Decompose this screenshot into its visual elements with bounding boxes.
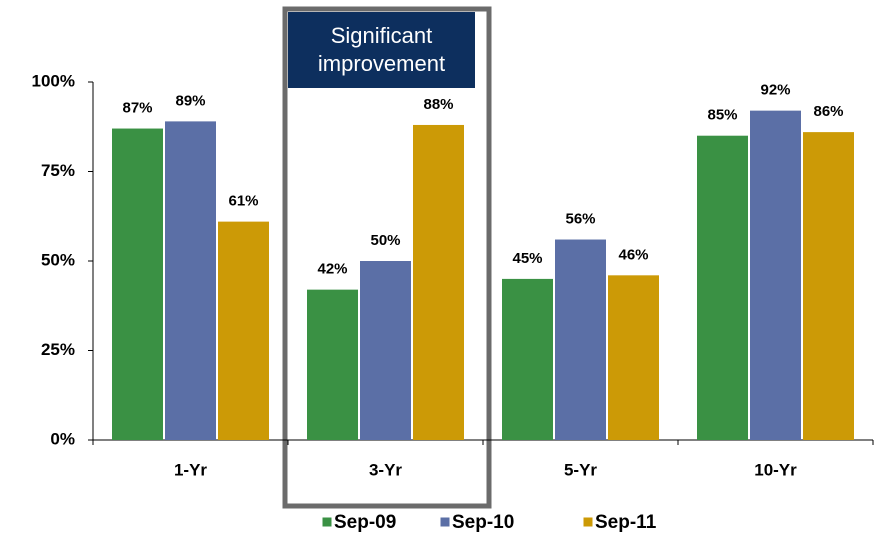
annotation-holder: Significant improvement [317, 23, 446, 76]
x-tick-label: 10-Yr [754, 460, 797, 479]
value-label: 88% [423, 96, 453, 113]
bar [502, 278, 553, 440]
value-label: 56% [565, 210, 595, 227]
annotation: Significant improvement [317, 23, 446, 76]
legend-swatch [439, 516, 451, 528]
bar [750, 110, 801, 440]
bar [413, 124, 464, 441]
annotation-box [288, 12, 475, 88]
bar [112, 128, 163, 441]
highlight-box [282, 6, 492, 509]
bar [360, 261, 411, 440]
value-label: 86% [813, 103, 843, 120]
value-label: 46% [618, 246, 648, 263]
legend-label: Sep-09 [334, 512, 396, 533]
legend-swatch [582, 516, 594, 528]
x-tick-label: 1-Yr [174, 460, 207, 479]
value-label: 85% [707, 107, 737, 124]
legend-swatch [321, 516, 333, 528]
value-label: 50% [370, 232, 400, 249]
y-tick-label: 100% [32, 71, 75, 90]
x-tick-label: 5-Yr [564, 460, 597, 479]
value-label: 61% [228, 193, 258, 210]
y-tick-label: 0% [50, 429, 75, 448]
value-label: 42% [317, 261, 347, 278]
bar [608, 275, 659, 440]
y-tick-label: 50% [41, 250, 75, 269]
bar [165, 121, 216, 440]
y-tick-label: 75% [41, 161, 75, 180]
bar [218, 221, 269, 440]
bar [555, 239, 606, 440]
value-label: 92% [760, 82, 790, 99]
value-label: 87% [122, 100, 152, 117]
value-label: 89% [175, 92, 205, 109]
bar [697, 135, 748, 440]
value-label: 45% [512, 250, 542, 267]
legend-label: Sep-11 [595, 512, 657, 533]
y-tick-label: 25% [41, 340, 75, 359]
x-tick-label: 3-Yr [369, 460, 402, 479]
bar [803, 132, 854, 440]
legend-label: Sep-10 [452, 512, 514, 533]
bar [307, 289, 358, 440]
